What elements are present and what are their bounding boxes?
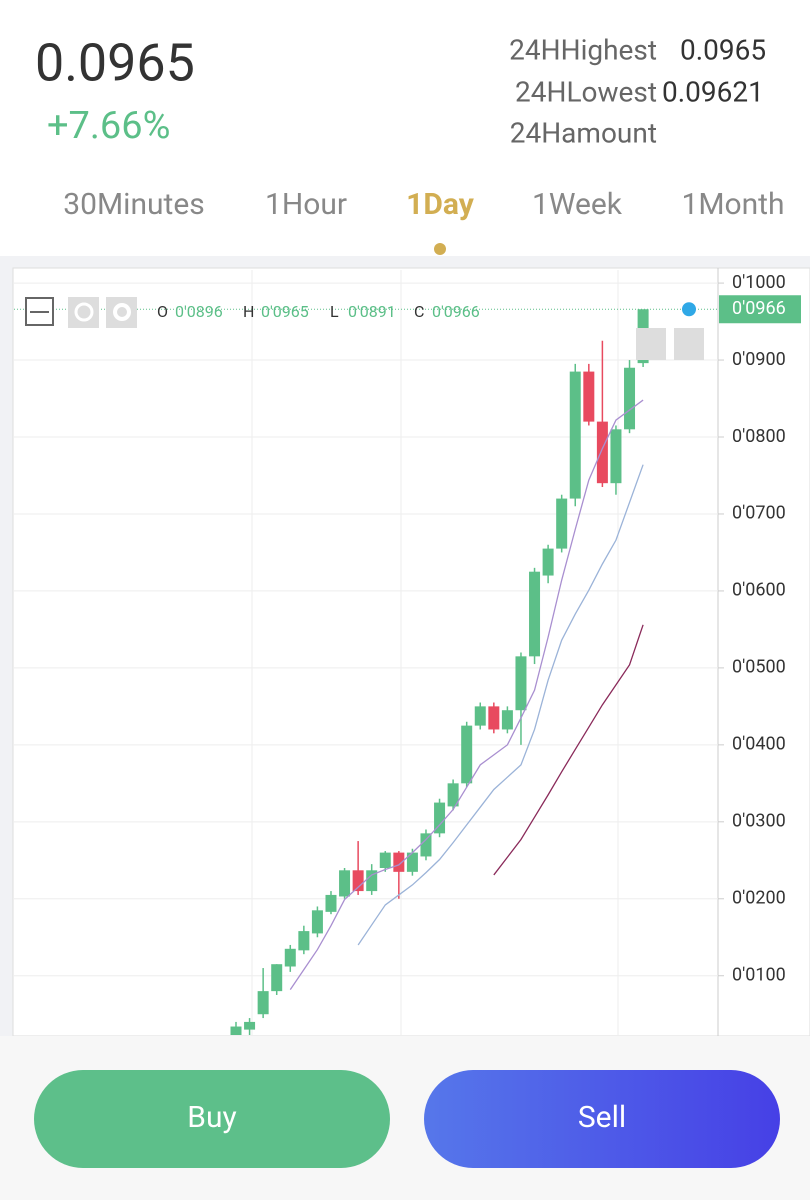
y-tick-label: 0'0600 [732, 580, 786, 601]
candle-body [434, 802, 446, 834]
legend-value: 0'0891 [348, 302, 396, 321]
icon-part [74, 302, 94, 322]
last-price-tag [719, 295, 801, 324]
candle-body [393, 852, 405, 872]
legend-value: 0'0965 [261, 302, 309, 321]
candle-body [257, 991, 269, 1015]
candle-body [339, 870, 351, 897]
candle-body [542, 548, 554, 576]
candle-body [624, 367, 636, 430]
candle-body [474, 706, 486, 726]
candle-body [271, 964, 283, 992]
y-tick-label: 0'0900 [732, 349, 786, 370]
candle-body [298, 931, 310, 951]
ma-line [493, 624, 644, 876]
candle-body [501, 710, 513, 730]
buy-button[interactable] [34, 1070, 390, 1168]
candle-body [325, 894, 337, 912]
y-axis: 0'1000 0'0900 0'0800 0'0700 0'0600 0'0500 0'04… [718, 272, 801, 985]
stat-label: 24Hamount [510, 116, 657, 149]
candle-body [488, 706, 500, 730]
grid [14, 270, 718, 1035]
change: +7.66% [47, 104, 170, 148]
icon-part [113, 303, 131, 321]
chart-panel [12, 267, 810, 1037]
y-tick-label: 0'0700 [732, 503, 786, 524]
candle-body [284, 948, 296, 967]
sell-button[interactable] [424, 1070, 780, 1168]
candle-body [420, 833, 432, 857]
down-icon[interactable] [636, 328, 666, 360]
buy-label: Buy [187, 1100, 236, 1135]
stat-label: 24HHighest [509, 33, 657, 66]
y-tick-label: 0'0800 [732, 426, 786, 447]
y-tick-label: 0'0500 [732, 657, 786, 678]
sell-label: Sell [578, 1100, 626, 1135]
candle-body [244, 1021, 256, 1030]
stat-value: 0.0965 [680, 33, 766, 66]
tab[interactable]: 30Minutes [63, 187, 205, 222]
price: 0.0965 [35, 33, 195, 94]
candle-body [556, 498, 568, 549]
candle-body [569, 371, 581, 499]
ma-line [357, 464, 644, 946]
eye-icon[interactable] [68, 297, 99, 328]
y-tick-label: 0'0200 [732, 888, 786, 909]
settings-icon[interactable] [106, 297, 137, 328]
tab-indicator [434, 243, 446, 255]
stat-label: 24HLowest [515, 75, 657, 108]
last-price-label: 0'0966 [732, 298, 786, 319]
candle-body [610, 429, 622, 484]
legend-key: O [157, 302, 168, 321]
legend-key: L [330, 302, 339, 321]
candle-body [352, 870, 364, 892]
tab[interactable]: 1Month [681, 187, 784, 222]
ohlc-legend: O 0'0896 H 0'0965 L 0'0891 C 0'0966 [157, 302, 480, 321]
updown-icon[interactable] [674, 328, 704, 360]
tab[interactable]: 1Week [532, 187, 623, 222]
legend-key: H [243, 302, 254, 321]
live-dot [682, 302, 696, 317]
tab[interactable]: 1Day [406, 187, 475, 222]
candle-body [230, 1026, 242, 1035]
candle-body [379, 852, 391, 868]
y-tick-label: 0'0300 [732, 811, 786, 832]
candle-body [311, 910, 323, 934]
candle-body [583, 371, 595, 422]
candle-body [461, 725, 473, 784]
legend-value: 0'0966 [432, 302, 480, 321]
legend-value: 0'0896 [175, 302, 223, 321]
candle-body [596, 421, 608, 484]
tab[interactable]: 1Hour [265, 187, 347, 222]
candle-body [406, 852, 418, 872]
candle-body [529, 571, 541, 657]
candle-body [366, 870, 378, 892]
ma-line [289, 399, 644, 990]
y-tick-label: 0'1000 [732, 272, 786, 293]
tab-bar: s30Minutes1Hour1Day1Week1Month [63, 187, 785, 255]
stat-value: 0.09621 [662, 75, 764, 108]
candle-body [447, 783, 459, 807]
legend-key: C [414, 302, 424, 321]
candle-body [515, 656, 527, 711]
y-tick-label: 0'0400 [732, 734, 786, 755]
y-tick-label: 0'0100 [732, 964, 786, 985]
toolbar [25, 297, 704, 360]
